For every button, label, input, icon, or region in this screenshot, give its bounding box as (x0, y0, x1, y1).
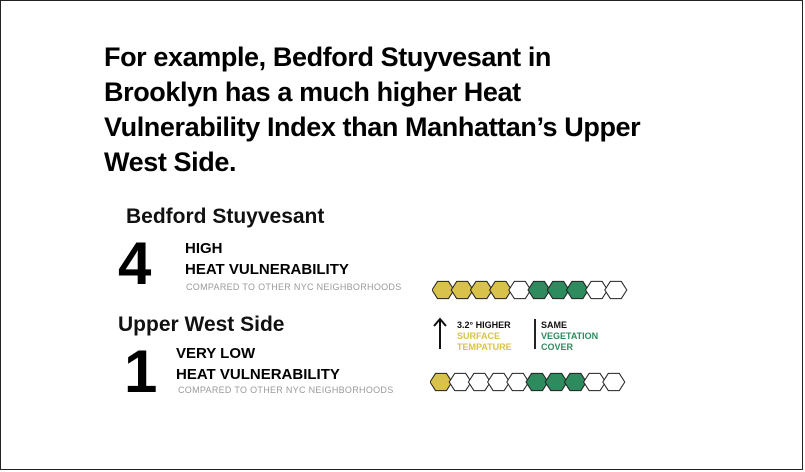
compare-note-bedford-stuyvesant: COMPARED TO OTHER NYC NEIGHBORHOODS (186, 282, 402, 292)
level-upper-west-side: VERY LOW HEAT VULNERABILITY (176, 343, 340, 385)
level-label: HIGH (185, 240, 223, 257)
hexagon-yellow (469, 280, 493, 300)
headline-line-4: West Side. (104, 147, 237, 177)
hexagon-white (506, 372, 530, 392)
level-label: VERY LOW (176, 345, 256, 362)
hexagon-green (527, 280, 551, 300)
hexagon-white (602, 372, 626, 392)
hexagon-white (604, 280, 628, 300)
hexagon-green (525, 372, 549, 392)
hexagon-row-upper-west-side (430, 372, 626, 392)
level-bedford-stuyvesant: HIGH HEAT VULNERABILITY (185, 238, 349, 280)
headline-line-3: Vulnerability Index than Manhattan’s Upp… (104, 112, 641, 142)
hexagon-yellow (450, 280, 474, 300)
up-arrow-icon (433, 317, 447, 349)
hexagon-yellow (489, 280, 513, 300)
neighborhood-name-bedford-stuyvesant: Bedford Stuyvesant (126, 205, 325, 228)
score-upper-west-side: 1 (124, 338, 158, 405)
hexagon-white (467, 372, 491, 392)
legend-surface-temperature: 3.2° HIGHER SURFACE TEMPATURE (457, 320, 512, 353)
hexagon-yellow (430, 372, 453, 392)
headline-line-1: For example, Bedford Stuyvesant in (104, 42, 552, 72)
legend-vegetation-line1: VEGETATION (541, 331, 599, 341)
hexagon-green (565, 280, 589, 300)
hexagon-white (508, 280, 532, 300)
level-sublabel: HEAT VULNERABILITY (176, 366, 340, 383)
hexagon-row-bedford-stuyvesant (432, 280, 628, 300)
hexagon-green (544, 372, 568, 392)
score-bedford-stuyvesant: 4 (118, 230, 152, 297)
legend-surface-line1: SURFACE (457, 331, 501, 341)
legend-surface-line2: TEMPATURE (457, 342, 512, 352)
legend-vegetation-cover: SAME VEGETATION COVER (541, 320, 598, 353)
hexagon-green (546, 280, 570, 300)
hexagon-white (585, 280, 609, 300)
neighborhood-name-upper-west-side: Upper West Side (118, 313, 285, 336)
compare-note-upper-west-side: COMPARED TO OTHER NYC NEIGHBORHOODS (178, 385, 394, 395)
legend-surface-head: 3.2° HIGHER (457, 320, 511, 330)
hexagon-white (583, 372, 607, 392)
level-sublabel: HEAT VULNERABILITY (185, 261, 349, 278)
headline-line-2: Brooklyn has a much higher Heat (104, 77, 521, 107)
headline: For example, Bedford Stuyvesant in Brook… (104, 40, 724, 180)
legend-vegetation-head: SAME (541, 320, 568, 330)
hexagon-white (448, 372, 472, 392)
legend-vegetation-line2: COVER (541, 342, 574, 352)
hexagon-yellow (432, 280, 455, 300)
hexagon-white (487, 372, 511, 392)
legend-divider (534, 319, 536, 349)
hexagon-green (563, 372, 587, 392)
